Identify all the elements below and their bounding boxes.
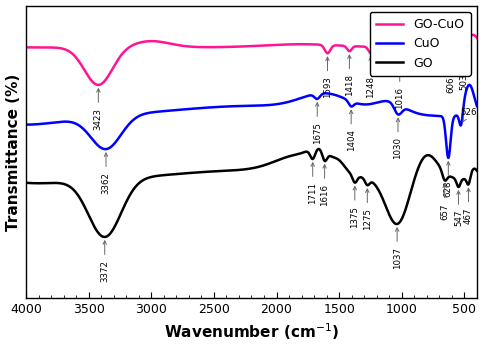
CuO [293, 97, 299, 102]
GO [23, 181, 29, 185]
Y-axis label: Transmittance (%): Transmittance (%) [5, 73, 20, 231]
Text: 1248: 1248 [366, 57, 375, 98]
GO [360, 176, 365, 180]
CuO [474, 104, 480, 108]
CuO [360, 102, 365, 106]
GO-CuO [470, 33, 476, 37]
CuO [23, 122, 29, 127]
GO-CuO [360, 45, 365, 49]
Text: 3362: 3362 [102, 153, 110, 194]
CuO [394, 111, 400, 115]
GO-CuO [105, 74, 111, 78]
GO-CuO [23, 45, 29, 49]
Legend: GO-CuO, CuO, GO: GO-CuO, CuO, GO [370, 12, 470, 76]
Text: 1037: 1037 [393, 228, 402, 269]
GO [474, 169, 480, 173]
Text: 1675: 1675 [313, 103, 322, 144]
GO-CuO [474, 36, 480, 40]
GO-CuO [95, 83, 101, 87]
Text: 503: 503 [459, 55, 469, 90]
GO [105, 234, 111, 238]
Text: 1016: 1016 [395, 68, 404, 109]
Text: 467: 467 [464, 188, 473, 224]
CuO [467, 83, 472, 87]
Line: GO-CuO: GO-CuO [26, 35, 477, 85]
Text: 547: 547 [454, 191, 463, 227]
GO-CuO [294, 42, 300, 46]
GO-CuO [394, 58, 400, 63]
Line: GO: GO [26, 149, 477, 237]
Text: 628: 628 [444, 162, 453, 197]
Text: 1418: 1418 [345, 55, 354, 96]
Text: 1404: 1404 [347, 110, 356, 151]
Text: 1030: 1030 [393, 118, 403, 159]
Line: CuO: CuO [26, 85, 477, 158]
Text: 526: 526 [460, 108, 477, 122]
Text: 657: 657 [440, 184, 449, 220]
Text: 1375: 1375 [350, 187, 359, 228]
Text: 1275: 1275 [363, 189, 372, 230]
GO-CuO [196, 45, 201, 49]
CuO [105, 147, 111, 151]
GO [316, 147, 321, 151]
CuO [196, 106, 201, 110]
GO-CuO [317, 42, 322, 47]
GO [394, 222, 400, 226]
GO [294, 152, 300, 157]
X-axis label: Wavenumber (cm$^{-1}$): Wavenumber (cm$^{-1}$) [164, 322, 339, 342]
Text: 1593: 1593 [323, 57, 332, 98]
Text: 1616: 1616 [320, 165, 329, 206]
CuO [445, 156, 451, 160]
GO [102, 235, 107, 239]
Text: 3423: 3423 [94, 89, 103, 130]
GO [317, 147, 322, 151]
Text: 1711: 1711 [308, 163, 317, 204]
GO [196, 170, 201, 174]
Text: 606: 606 [447, 57, 455, 93]
CuO [317, 95, 322, 100]
Text: 3372: 3372 [100, 241, 109, 282]
